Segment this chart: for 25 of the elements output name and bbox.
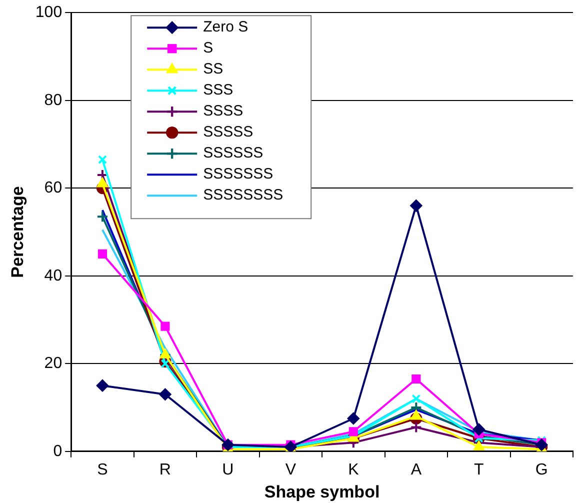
y-axis-title: Percentage: [8, 186, 27, 278]
y-tick-label: 20: [44, 355, 62, 372]
y-tick-label: 100: [35, 4, 62, 22]
legend-label: Zero S: [203, 18, 248, 36]
x-tick-label: A: [410, 461, 422, 478]
legend-label: SSSSSSSS: [203, 186, 284, 204]
x-tick-label: U: [222, 461, 234, 478]
y-tick-label: 0: [53, 442, 62, 460]
legend-label: SSSSSSS: [203, 166, 274, 183]
legend-label: S: [203, 40, 214, 57]
x-tick-label: R: [159, 461, 171, 478]
x-tick-label: S: [97, 461, 108, 478]
y-tick-label: 40: [44, 267, 62, 284]
legend-label: SS: [203, 60, 224, 78]
x-tick-label: K: [348, 461, 360, 478]
legend-label: SSSSS: [203, 124, 254, 141]
y-tick-label: 60: [44, 180, 62, 197]
legend-label: SSSSSS: [203, 144, 264, 162]
x-tick-label: V: [285, 461, 296, 478]
x-axis-title: Shape symbol: [264, 482, 380, 502]
x-tick-label: G: [535, 461, 548, 478]
legend-label: SSSS: [203, 102, 244, 120]
x-tick-label: T: [474, 461, 484, 478]
y-tick-label: 80: [44, 92, 62, 109]
legend-label: SSS: [203, 82, 234, 99]
